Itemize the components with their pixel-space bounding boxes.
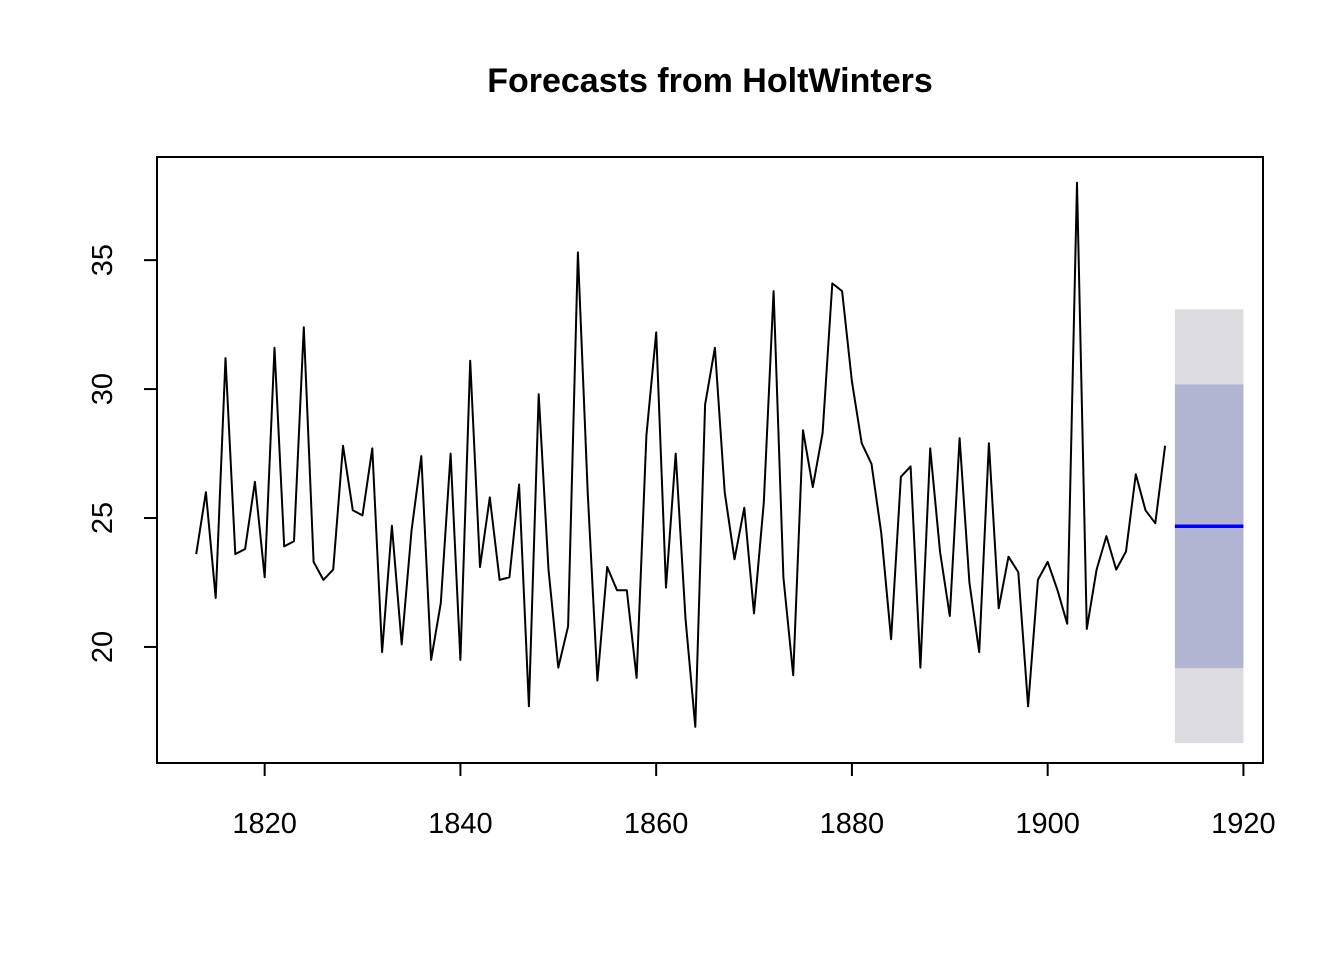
y-tick-label: 30: [87, 373, 119, 405]
plot-frame: [156, 156, 1264, 764]
y-tick-label: 20: [87, 631, 119, 663]
x-tick-label: 1880: [820, 808, 885, 840]
x-tick-label: 1860: [624, 808, 689, 840]
x-tick-label: 1920: [1211, 808, 1276, 840]
x-tick-label: 1820: [232, 808, 297, 840]
x-tick-label: 1900: [1015, 808, 1080, 840]
x-axis: 1820 1840 1860 1880 1900 1920: [232, 762, 1276, 840]
x-tick-label: 1840: [428, 808, 493, 840]
y-tick-label: 35: [87, 244, 119, 276]
plot-area: [195, 181, 1244, 744]
chart-title: Forecasts from HoltWinters: [487, 62, 933, 100]
y-axis: 20 25 30 35: [87, 244, 158, 663]
y-tick-label: 25: [87, 502, 119, 534]
observed-series-line: [195, 181, 1167, 728]
